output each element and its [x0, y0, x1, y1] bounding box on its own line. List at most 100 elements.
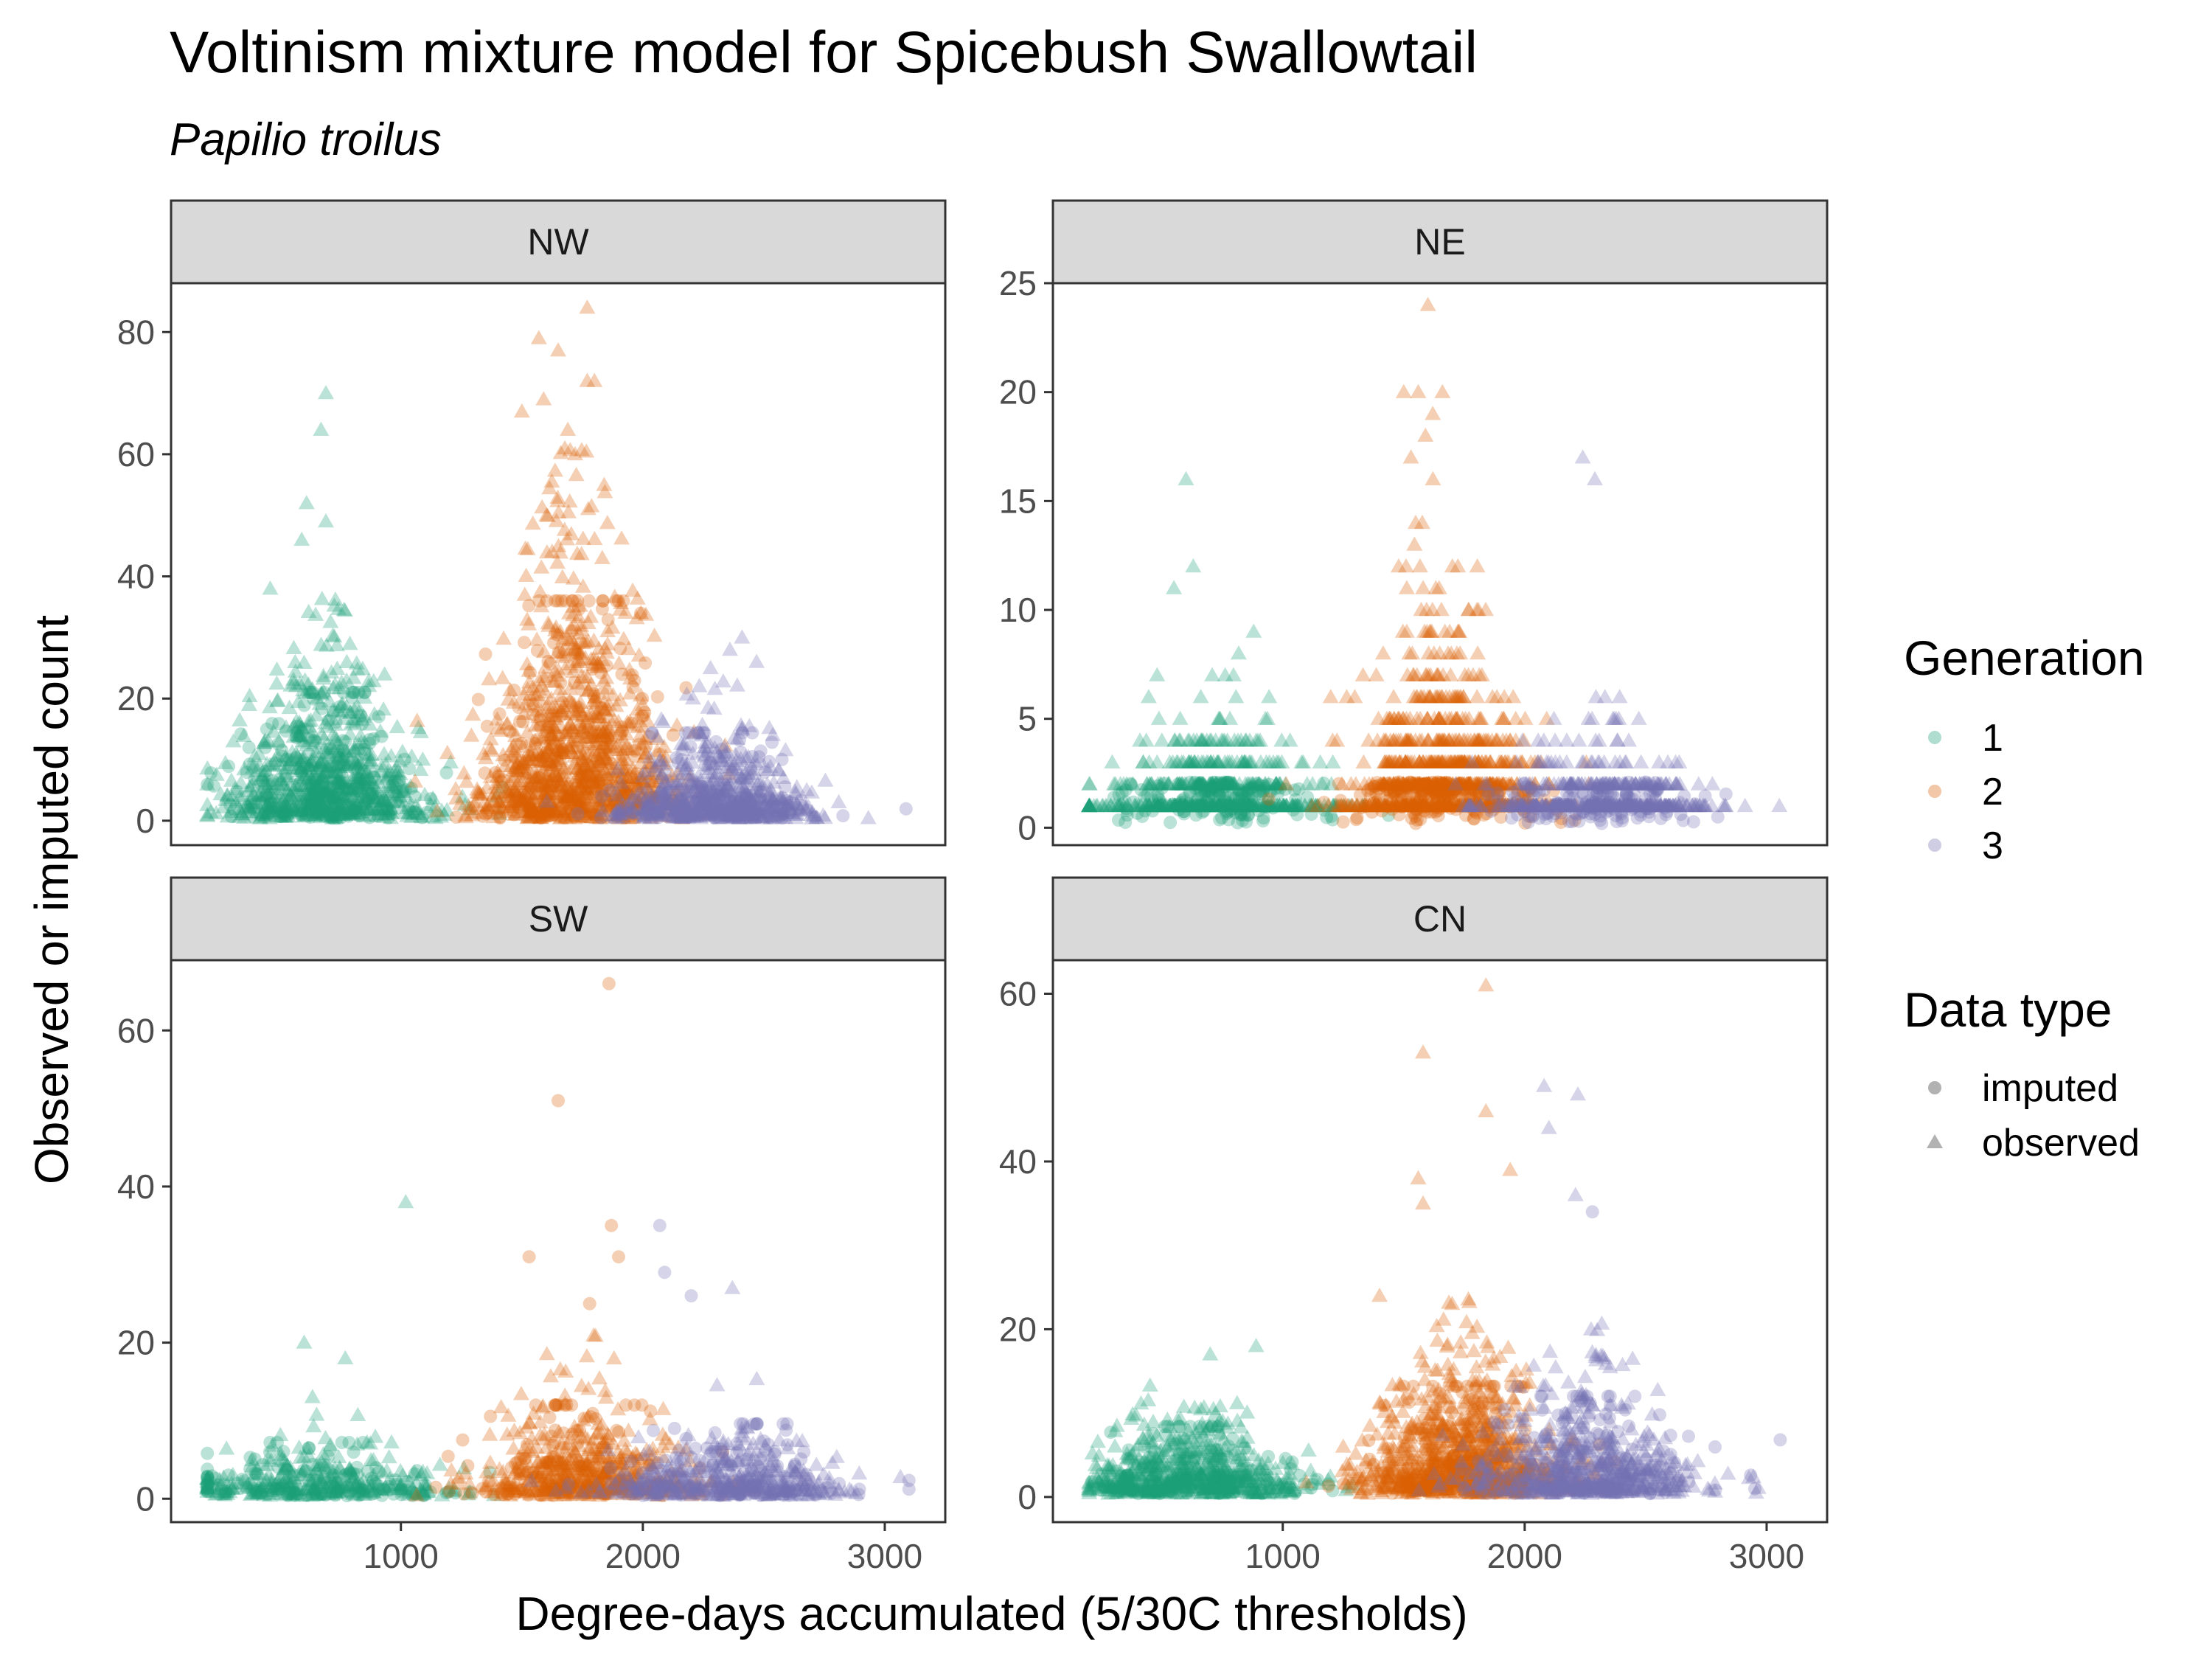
imputed-point-gen1	[338, 783, 352, 796]
imputed-point-gen2	[580, 731, 594, 744]
y-tick-label: 0	[136, 802, 155, 840]
imputed-point-gen2	[555, 709, 568, 722]
imputed-point-gen3	[801, 804, 814, 817]
imputed-point-gen2	[523, 802, 536, 815]
imputed-point-gen1	[231, 785, 244, 798]
imputed-point-gen2	[537, 777, 550, 791]
imputed-point-gen2	[588, 749, 602, 763]
imputed-point-gen2	[1318, 796, 1331, 809]
imputed-point-gen2	[507, 808, 521, 822]
imputed-point-gen1	[358, 743, 371, 756]
imputed-point-gen2	[636, 692, 649, 705]
imputed-point-gen1	[293, 800, 306, 813]
imputed-point-gen2	[588, 690, 601, 703]
imputed-point-gen2	[524, 781, 538, 794]
imputed-point-gen3	[708, 797, 721, 810]
imputed-point-gen3	[836, 809, 849, 822]
imputed-point-gen1	[348, 762, 361, 775]
imputed-point-gen1	[389, 796, 402, 809]
imputed-point-gen2	[557, 747, 571, 760]
imputed-point-gen2	[639, 656, 652, 670]
imputed-point-gen3	[681, 773, 695, 786]
imputed-point-gen1	[318, 686, 331, 699]
imputed-point-gen2	[507, 684, 521, 697]
imputed-point-gen2	[1355, 801, 1368, 814]
imputed-point-gen3	[626, 806, 639, 819]
chart-title: Voltinism mixture model for Spicebush Sw…	[170, 19, 1478, 85]
imputed-point-gen1	[225, 810, 238, 823]
imputed-point-gen1	[1189, 782, 1203, 795]
imputed-point-gen2	[472, 693, 485, 706]
imputed-point-gen2	[513, 715, 526, 728]
imputed-point-gen2	[518, 636, 531, 649]
imputed-point-gen1	[1127, 796, 1140, 809]
y-tick-label: 80	[117, 313, 155, 351]
imputed-point-gen1	[321, 714, 335, 727]
imputed-point-gen1	[243, 741, 256, 754]
imputed-point-gen2	[667, 729, 680, 742]
imputed-point-gen1	[1205, 786, 1218, 799]
imputed-point-gen2	[625, 716, 638, 729]
imputed-point-gen1	[201, 778, 214, 791]
imputed-point-gen3	[757, 807, 771, 820]
imputed-point-gen1	[1317, 777, 1330, 790]
imputed-point-gen3	[658, 788, 671, 801]
imputed-point-gen3	[733, 734, 746, 747]
imputed-point-gen2	[517, 761, 530, 774]
imputed-point-gen1	[358, 778, 372, 791]
imputed-point-gen1	[298, 699, 311, 712]
imputed-point-gen3	[612, 807, 625, 820]
imputed-point-gen1	[291, 720, 304, 733]
imputed-point-gen1	[1218, 788, 1231, 802]
imputed-point-gen3	[634, 786, 647, 799]
imputed-point-gen2	[595, 701, 608, 715]
imputed-point-gen3	[594, 811, 608, 824]
imputed-point-gen1	[1172, 777, 1185, 791]
imputed-point-gen2	[1388, 785, 1401, 799]
imputed-point-gen1	[327, 806, 341, 819]
imputed-point-gen2	[552, 729, 566, 743]
imputed-point-gen3	[709, 735, 723, 749]
imputed-point-gen2	[627, 750, 641, 763]
imputed-point-gen1	[260, 723, 274, 736]
imputed-point-gen1	[308, 793, 321, 806]
imputed-point-gen1	[204, 766, 218, 780]
imputed-point-gen2	[651, 690, 664, 704]
facet-strip-label: NE	[1414, 221, 1465, 263]
imputed-point-gen2	[531, 644, 544, 657]
imputed-point-gen1	[1164, 816, 1177, 829]
imputed-point-gen1	[316, 702, 329, 715]
imputed-point-gen1	[1195, 806, 1208, 819]
imputed-point-gen3	[765, 736, 779, 749]
imputed-point-gen1	[1235, 788, 1248, 801]
imputed-point-gen1	[309, 735, 322, 749]
chart-subtitle: Papilio troilus	[170, 114, 442, 165]
imputed-point-gen3	[670, 751, 684, 765]
imputed-point-gen2	[1385, 802, 1399, 816]
imputed-point-gen1	[1119, 816, 1132, 829]
imputed-point-gen3	[744, 762, 757, 775]
imputed-point-gen2	[1334, 794, 1347, 808]
imputed-point-gen2	[574, 719, 587, 732]
imputed-point-gen2	[543, 657, 557, 670]
imputed-point-gen3	[736, 799, 749, 812]
imputed-point-gen1	[1215, 811, 1228, 824]
imputed-point-gen1	[1152, 792, 1165, 805]
imputed-point-gen2	[493, 810, 507, 824]
imputed-point-gen2	[450, 810, 463, 824]
imputed-point-gen2	[593, 775, 606, 788]
imputed-point-gen2	[1420, 805, 1433, 819]
imputed-point-gen1	[303, 686, 316, 699]
imputed-point-gen1	[377, 794, 390, 807]
imputed-point-gen1	[266, 801, 279, 814]
imputed-point-gen1	[1175, 796, 1189, 809]
imputed-point-gen1	[310, 775, 323, 788]
imputed-point-gen1	[290, 762, 303, 775]
imputed-point-gen1	[348, 686, 361, 699]
imputed-point-gen1	[244, 802, 257, 816]
imputed-point-gen2	[522, 599, 535, 612]
imputed-point-gen2	[492, 770, 505, 783]
imputed-point-gen1	[320, 743, 333, 757]
imputed-point-gen2	[479, 648, 493, 661]
